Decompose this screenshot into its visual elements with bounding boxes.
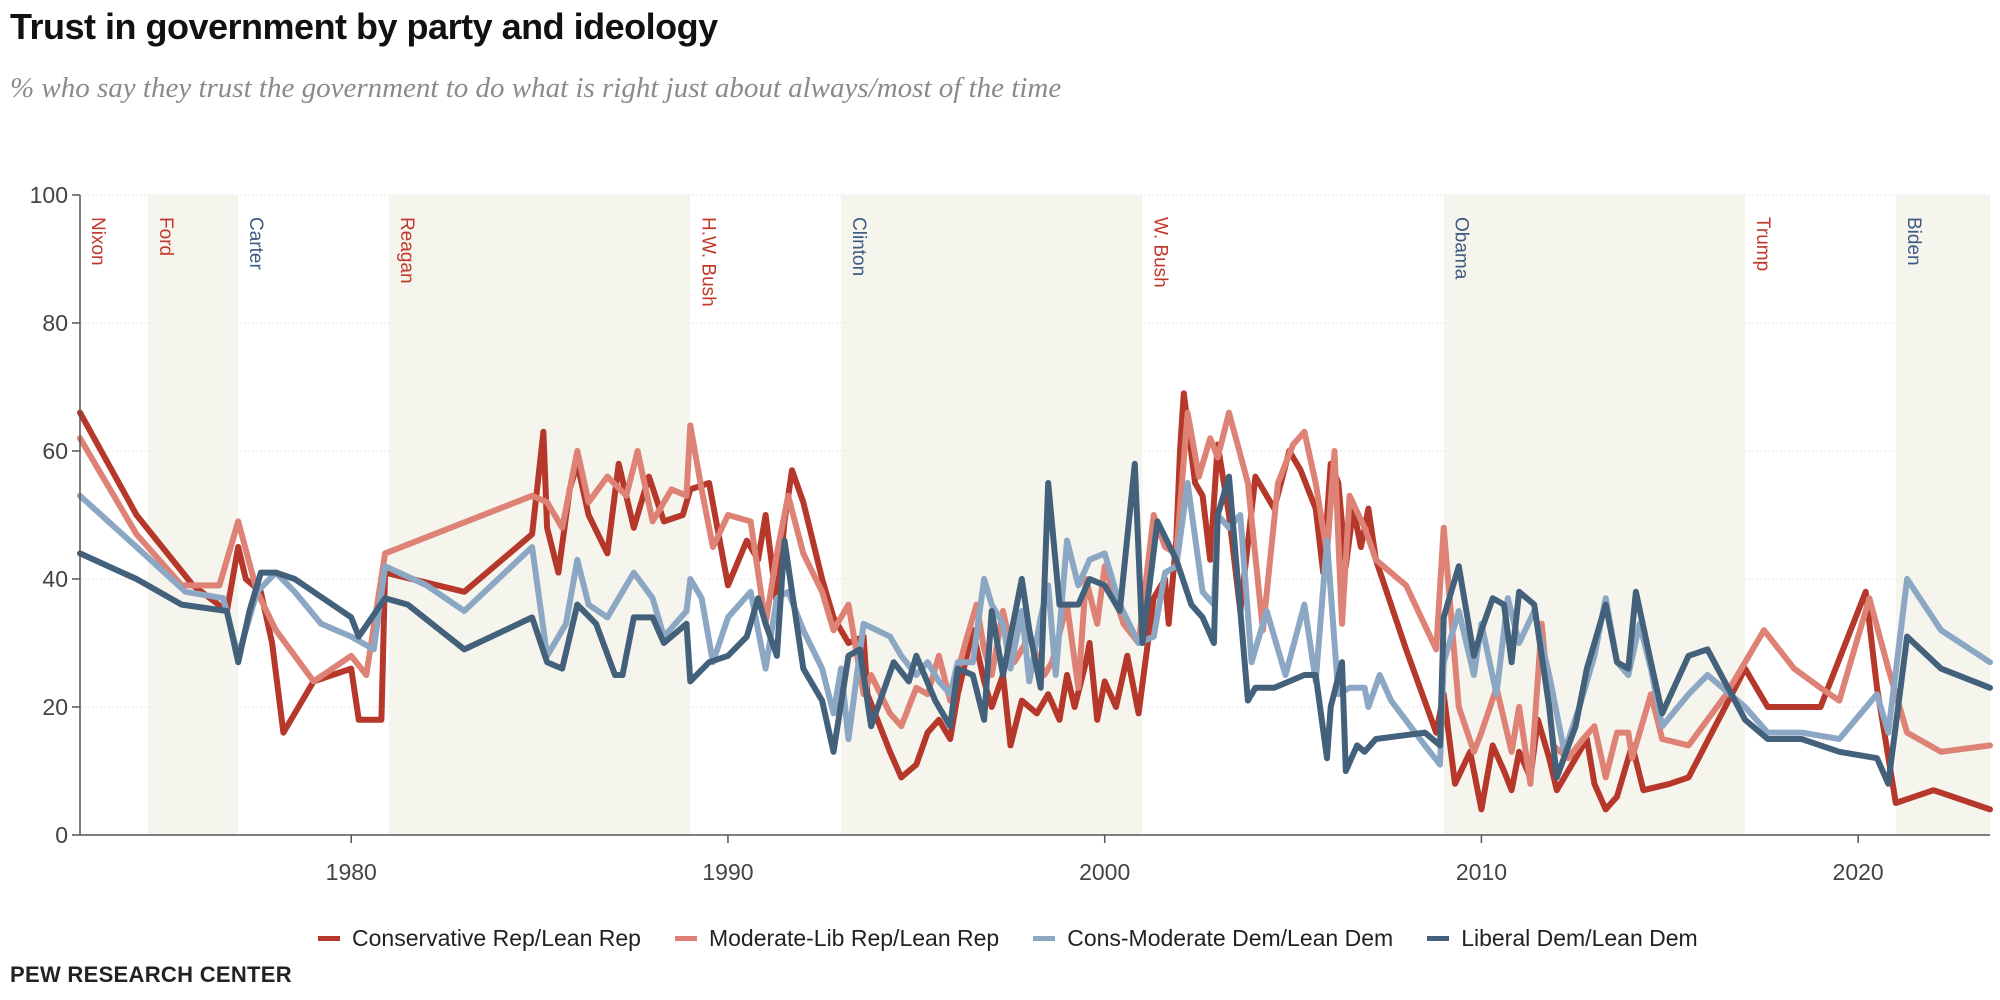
president-label-h-w-bush: H.W. Bush (697, 217, 718, 307)
president-label-carter: Carter (245, 217, 266, 270)
y-tick-label-40: 40 (42, 566, 68, 592)
president-label-nixon: Nixon (87, 217, 108, 266)
president-labels: Nixon Ford Carter Reagan H.W. Bush Clinton W. … (87, 217, 1924, 307)
legend: Conservative Rep/Lean Rep Moderate-Lib R… (318, 925, 1698, 952)
y-tick-label-0: 0 (55, 822, 68, 848)
term-shade-reagan (388, 195, 691, 835)
series-line-liberal-dem-lean-dem (77, 460, 1993, 787)
legend-swatch-consmod-dem (1033, 936, 1056, 941)
chart-subtitle: % who say they trust the government to d… (10, 72, 1062, 104)
series-line-moderate-lib-rep-lean-rep (77, 409, 1993, 787)
legend-item-liberal-dem: Liberal Dem/Lean Dem (1427, 925, 1698, 952)
x-tick-label-2000: 2000 (1079, 859, 1130, 885)
series-lines (77, 390, 1993, 813)
x-tick-label-2020: 2020 (1833, 859, 1884, 885)
legend-swatch-conservative-rep (318, 936, 340, 941)
legend-item-consmod-dem: Cons-Moderate Dem/Lean Dem (1033, 925, 1393, 952)
term-shade-ford (147, 195, 239, 835)
x-tick-label-1980: 1980 (326, 859, 377, 885)
source-label: PEW RESEARCH CENTER (10, 962, 292, 987)
x-tick-label-1990: 1990 (702, 859, 753, 885)
legend-item-modlib-rep: Moderate-Lib Rep/Lean Rep (674, 925, 1000, 952)
x-tick-label-2010: 2010 (1456, 859, 1507, 885)
president-label-clinton: Clinton (848, 217, 869, 276)
legend-label-liberal-dem: Liberal Dem/Lean Dem (1461, 925, 1698, 951)
president-label-trump: Trump (1752, 217, 1773, 271)
term-shade-clinton (840, 195, 1143, 835)
president-shading-layer (147, 195, 1990, 835)
y-tick-label-100: 100 (30, 182, 68, 208)
president-label-w-bush: W. Bush (1149, 217, 1170, 288)
president-label-reagan: Reagan (396, 217, 417, 284)
president-label-ford: Ford (155, 217, 176, 256)
legend-label-consmod-dem: Cons-Moderate Dem/Lean Dem (1067, 925, 1394, 951)
chart-title: Trust in government by party and ideolog… (10, 6, 718, 47)
legend-label-conservative-rep: Conservative Rep/Lean Rep (352, 925, 641, 951)
legend-label-modlib-rep: Moderate-Lib Rep/Lean Rep (708, 925, 1000, 951)
term-shade-biden (1895, 195, 1990, 835)
president-label-biden: Biden (1903, 217, 1924, 266)
legend-swatch-modlib-rep (674, 936, 697, 941)
y-tick-label-60: 60 (42, 438, 68, 464)
axes: 0 20 40 60 80 100 1980 1990 2000 2010 2020 (30, 182, 1990, 885)
legend-item-conservative-rep: Conservative Rep/Lean Rep (318, 925, 641, 952)
legend-swatch-liberal-dem (1427, 936, 1450, 941)
y-tick-label-20: 20 (42, 694, 68, 720)
y-tick-label-80: 80 (42, 310, 68, 336)
president-label-obama: Obama (1451, 217, 1472, 280)
